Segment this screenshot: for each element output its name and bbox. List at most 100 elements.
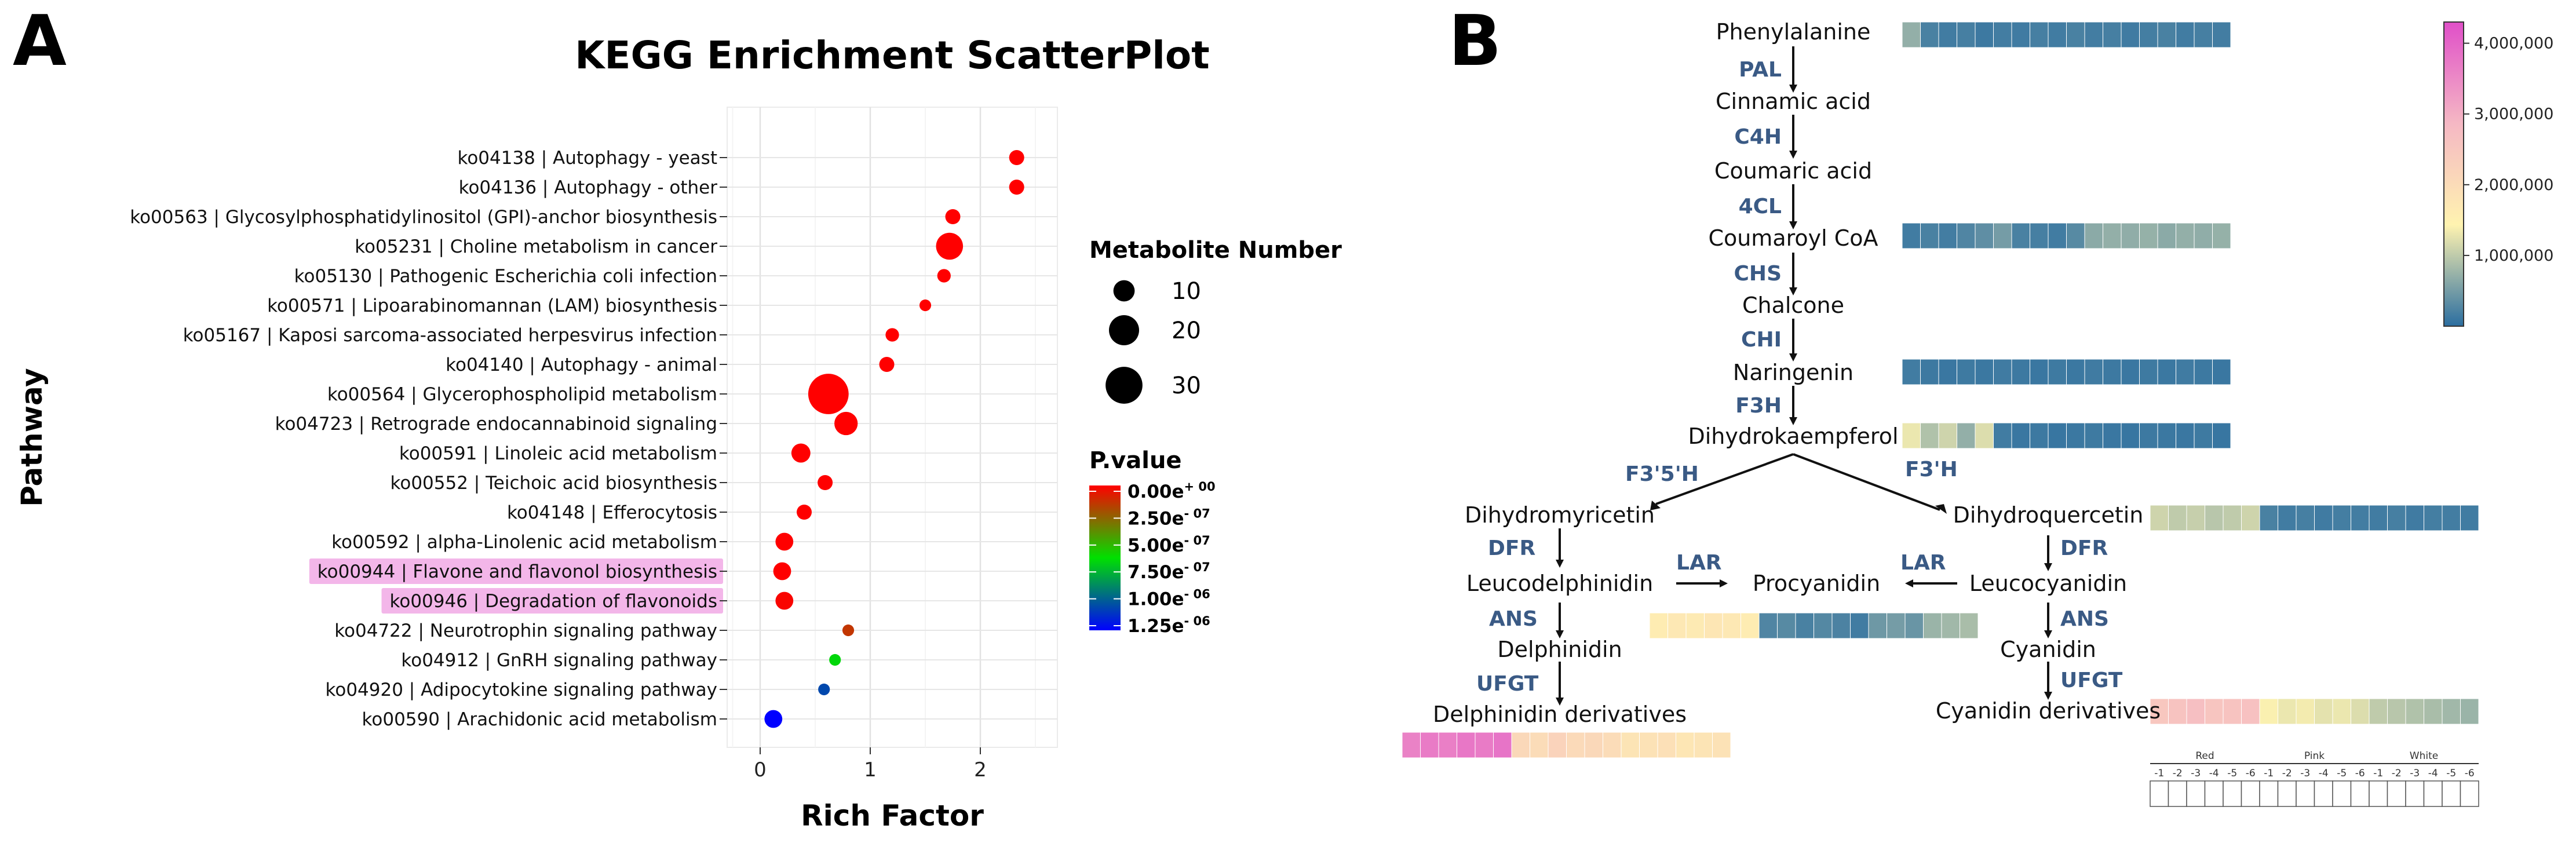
heatmap-cell: [2139, 422, 2158, 449]
heatmap-cell: [2212, 359, 2231, 385]
heatmap-cell: [2066, 21, 2085, 48]
node-cinnamic-acid: Cinnamic acid: [1716, 89, 1871, 114]
heatmap-cell: [2194, 422, 2213, 449]
node-delphinidin-derivatives: Delphinidin derivatives: [1433, 702, 1687, 727]
heatmap-cell: [1639, 732, 1658, 758]
heatmap-cell: [2103, 422, 2122, 449]
heatmap-cell: [1795, 612, 1814, 639]
heatmap-cell: [2066, 359, 2085, 385]
sample-label: -5: [2446, 768, 2456, 779]
enzyme-chs: CHS: [1734, 262, 1782, 286]
heatmap-cell: [1938, 359, 1957, 385]
heatmap-strips: [1402, 21, 2479, 758]
heatmap-cell: [2150, 505, 2169, 531]
node-cyanidin-derivatives: Cyanidin derivatives: [1936, 698, 2161, 724]
heatmap-cell: [2205, 698, 2224, 725]
heatmap-cell: [1758, 612, 1778, 639]
heatmap-cell: [2405, 698, 2424, 725]
chart-title: KEGG Enrichment ScatterPlot: [575, 33, 1209, 78]
heatmap-cell: [1475, 732, 1494, 758]
heatmap-cell: [2011, 422, 2030, 449]
heatmap-cell: [2103, 222, 2122, 249]
sample-box: [2150, 780, 2169, 807]
size-legend-circle: [1109, 315, 1139, 345]
sample-label: -4: [2319, 768, 2329, 779]
color-legend-label: 1.00e- 06: [1128, 587, 1210, 610]
heatmap-cell: [2048, 21, 2067, 48]
pathway-label: ko00563 | Glycosylphosphatidylinositol (…: [130, 207, 717, 228]
x-axis-title: Rich Factor: [801, 799, 984, 833]
heatmap-scale-label: 1,000,000: [2474, 247, 2553, 265]
node-coumaric-acid: Coumaric acid: [1714, 158, 1872, 184]
sample-label: -4: [2428, 768, 2438, 779]
heatmap-cell: [2351, 698, 2370, 725]
sample-legend: Red -1 -2 -3 -4 -5 -6 Pink -1 -2 -3 -4 -5 -6 White -1 -2…: [2150, 750, 2479, 807]
size-legend-circle: [1105, 367, 1143, 404]
scatter-point: [773, 562, 791, 581]
heatmap-cell: [2139, 359, 2158, 385]
size-legend-circle: [1113, 280, 1135, 302]
highlight-bands: [309, 558, 723, 614]
size-legend-label: 30: [1172, 373, 1201, 399]
sample-box: [2204, 780, 2224, 807]
enzyme-dfr-left: DFR: [1488, 536, 1535, 560]
sample-label: -3: [2300, 768, 2310, 779]
pathway-label: ko04722 | Neurotrophin signaling pathway: [334, 620, 717, 641]
scatter-point: [842, 624, 855, 637]
heatmap-cell: [1584, 732, 1603, 758]
enzyme-4cl: 4CL: [1739, 195, 1782, 218]
pathway-label: ko04723 | Retrograde endocannabinoid sig…: [275, 414, 717, 435]
heatmap-cell: [1457, 732, 1476, 758]
heatmap-scale-label: 3,000,000: [2474, 105, 2553, 123]
heatmap-cell: [1902, 21, 1921, 48]
heatmap-cell: [2212, 422, 2231, 449]
heatmap-cell: [1975, 422, 1994, 449]
pathway-label: ko05231 | Choline metabolism in cancer: [355, 236, 717, 257]
heatmap-cell: [2278, 698, 2297, 725]
heatmap-cell: [1975, 359, 1994, 385]
sample-box: [2241, 780, 2260, 807]
pathway-highlight: [381, 588, 723, 614]
heatmap-cell: [2194, 222, 2213, 249]
color-legend-label: 2.50e- 07: [1128, 506, 1210, 529]
sample-label: -4: [2209, 768, 2219, 779]
enzyme-ufgt-left: UFGT: [1476, 672, 1539, 696]
heatmap-cell: [2103, 21, 2122, 48]
heatmap-cell: [2424, 698, 2443, 725]
heatmap-cell: [2369, 698, 2388, 725]
heatmap-cell: [2442, 505, 2461, 531]
enzyme-ufgt-right: UFGT: [2060, 669, 2123, 692]
enzyme-f3h-prime: F3'H: [1905, 458, 1958, 481]
heatmap-cell: [1975, 21, 1994, 48]
heatmap-cell: [2139, 222, 2158, 249]
heatmap-cell: [2084, 222, 2103, 249]
sample-box: [2350, 780, 2370, 807]
sample-box: [2369, 780, 2388, 807]
heatmap-cell: [1511, 732, 1530, 758]
heatmap-cell: [1530, 732, 1549, 758]
heatmap-cell: [2259, 698, 2278, 725]
scatter-point: [885, 328, 899, 342]
sample-box: [2259, 780, 2279, 807]
sample-box: [2332, 780, 2352, 807]
node-chalcone: Chalcone: [1742, 293, 1844, 318]
heatmap-cell: [2121, 222, 2140, 249]
pathway-label: ko00552 | Teichoic acid biosynthesis: [391, 473, 717, 494]
enzyme-ans-left: ANS: [1489, 607, 1538, 631]
heatmap-cell: [1438, 732, 1457, 758]
scatter-point: [791, 443, 811, 463]
enzyme-c4h: C4H: [1734, 125, 1782, 149]
heatmap-cell: [1722, 612, 1741, 639]
scatter-point: [818, 683, 830, 696]
size-legend-title: Metabolite Number: [1089, 237, 1342, 264]
heatmap-cell: [2278, 505, 2297, 531]
heatmap-cell: [2157, 359, 2176, 385]
heatmap-cell: [1957, 222, 1976, 249]
heatmap-cell: [2011, 359, 2030, 385]
heatmap-cell: [2121, 21, 2140, 48]
heatmap-cell: [2030, 222, 2049, 249]
scatter-point: [775, 592, 794, 610]
heatmap-cell: [1902, 222, 1921, 249]
heatmap-cell: [1920, 359, 1939, 385]
scatter-point: [879, 357, 895, 372]
